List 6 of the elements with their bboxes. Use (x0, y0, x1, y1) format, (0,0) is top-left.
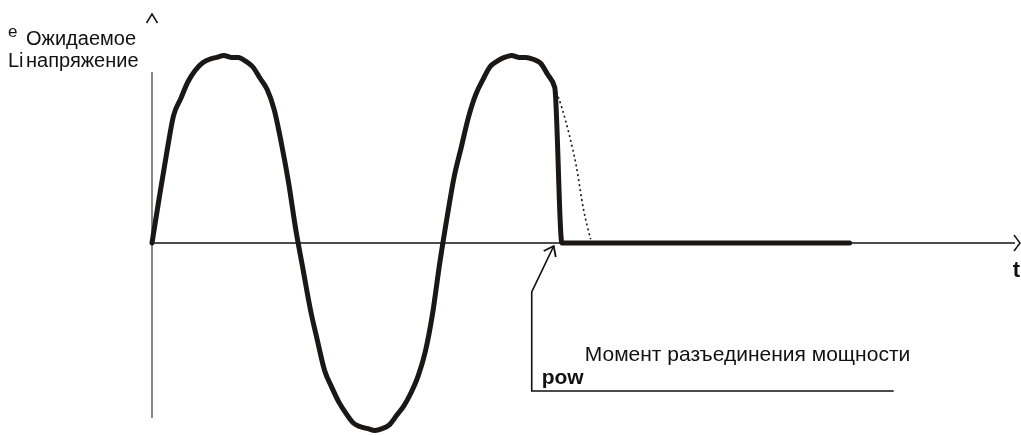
text: Li (8, 49, 24, 71)
text: e (8, 22, 18, 41)
annotation: pow (541, 365, 585, 388)
y-axis-title: Ожидаемое напряжение (26, 27, 139, 71)
x-axis-title: t (1012, 257, 1021, 282)
annotation: Момент разъединения мощности (584, 342, 911, 365)
